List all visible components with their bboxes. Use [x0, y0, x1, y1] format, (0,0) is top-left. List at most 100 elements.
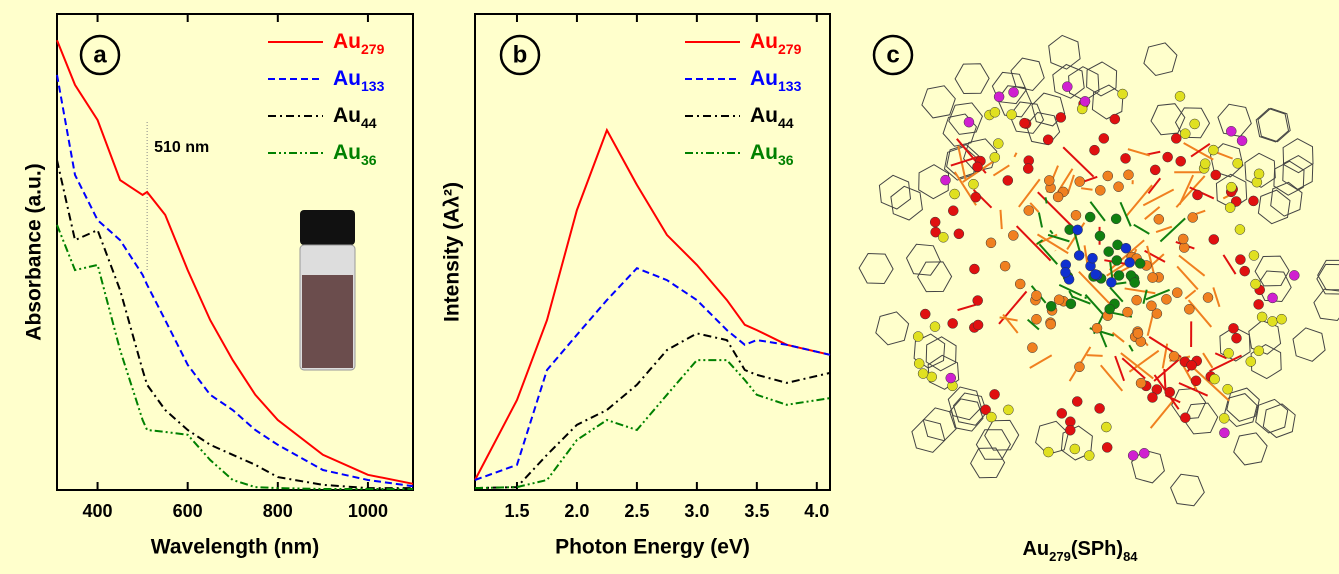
vial-cap: [300, 210, 355, 245]
atom: [1072, 224, 1083, 236]
bond: [1062, 146, 1095, 178]
atom: [1069, 443, 1081, 455]
atom: [1228, 323, 1239, 334]
atom: [1079, 96, 1091, 107]
atom: [1111, 255, 1123, 266]
atom: [1199, 158, 1211, 169]
atom: [1019, 117, 1030, 129]
atom: [972, 295, 983, 306]
bond: [1193, 368, 1230, 402]
x-tick-label: 3.5: [744, 501, 769, 521]
ligand-ring: [963, 138, 998, 172]
atom: [1189, 118, 1200, 130]
ligand-ring: [1086, 61, 1118, 97]
atom: [1289, 270, 1300, 281]
ligand-ring: [1244, 152, 1276, 188]
ligand-ring: [1250, 344, 1282, 380]
x-tick-label: 2.5: [624, 501, 649, 521]
atom: [1239, 265, 1250, 277]
ligand-ring: [1217, 103, 1252, 137]
bond: [1142, 289, 1148, 304]
atom: [1113, 270, 1125, 281]
atom: [1008, 230, 1019, 241]
atom: [1276, 313, 1287, 325]
atom: [1090, 269, 1101, 280]
series-line: [56, 224, 413, 490]
ligand-ring: [1215, 173, 1248, 209]
ligand-ring: [905, 243, 941, 276]
atom: [940, 174, 951, 186]
atom: [1223, 347, 1234, 359]
bond: [1145, 288, 1170, 301]
atom: [1245, 356, 1257, 367]
atom: [1095, 185, 1106, 196]
bond: [1078, 270, 1112, 306]
atom: [1123, 169, 1134, 181]
atom: [999, 260, 1011, 272]
ligand-ring: [991, 71, 1027, 105]
legend-label: Au279: [750, 30, 802, 57]
atom: [968, 178, 979, 190]
atom: [1235, 254, 1246, 265]
x-tick-label: 1.5: [504, 501, 529, 521]
bond: [1212, 287, 1221, 308]
atom: [1226, 126, 1237, 137]
ligand-ring: [1223, 393, 1258, 428]
atom: [989, 152, 1001, 163]
ligand-ring: [918, 164, 950, 200]
ligand-ring: [954, 63, 990, 95]
series-line: [56, 39, 414, 485]
series-line: [474, 127, 831, 481]
atom: [1168, 351, 1180, 362]
ligand-ring: [858, 252, 894, 285]
atom: [989, 107, 1001, 118]
plot-frame: [474, 13, 831, 491]
atom: [1087, 252, 1098, 264]
atom: [1164, 386, 1175, 398]
atom: [929, 321, 941, 332]
atom: [1151, 384, 1163, 395]
atom: [1008, 87, 1019, 98]
bond: [1142, 188, 1175, 207]
bond: [1133, 223, 1150, 235]
atom: [1256, 311, 1268, 323]
bond: [1037, 212, 1043, 228]
bond: [1120, 352, 1154, 380]
atom: [1003, 404, 1014, 416]
atom: [1110, 213, 1122, 225]
bond: [1044, 197, 1048, 204]
atom: [1071, 396, 1083, 407]
atom: [1184, 303, 1195, 315]
atom: [1074, 176, 1085, 187]
atom: [1006, 109, 1017, 120]
atom: [1174, 91, 1186, 102]
atom: [929, 216, 941, 228]
bond: [1111, 331, 1125, 343]
bond: [1159, 217, 1186, 243]
atom: [1222, 383, 1233, 395]
atom: [985, 237, 997, 249]
bond: [1073, 231, 1081, 251]
atom: [972, 161, 983, 173]
panel-label: c: [886, 41, 899, 68]
bond: [1175, 175, 1206, 208]
atom: [1135, 377, 1147, 389]
ligand-ring: [875, 311, 910, 346]
atom: [1162, 151, 1173, 163]
atom: [1052, 191, 1064, 203]
legend-label: Au44: [333, 104, 377, 131]
atom: [917, 368, 929, 379]
y-axis-label: Absorbance (a.u.): [23, 163, 46, 340]
ligand-ring: [1262, 403, 1296, 439]
bond: [1119, 201, 1132, 227]
bond: [957, 303, 978, 312]
ligand-ring: [1254, 255, 1290, 287]
series-line: [56, 74, 414, 488]
ligand-ring: [984, 419, 1020, 451]
ligand-ring: [925, 336, 957, 372]
annotation-text: 510 nm: [154, 139, 209, 156]
atom: [1101, 442, 1113, 453]
atom: [1209, 373, 1220, 385]
